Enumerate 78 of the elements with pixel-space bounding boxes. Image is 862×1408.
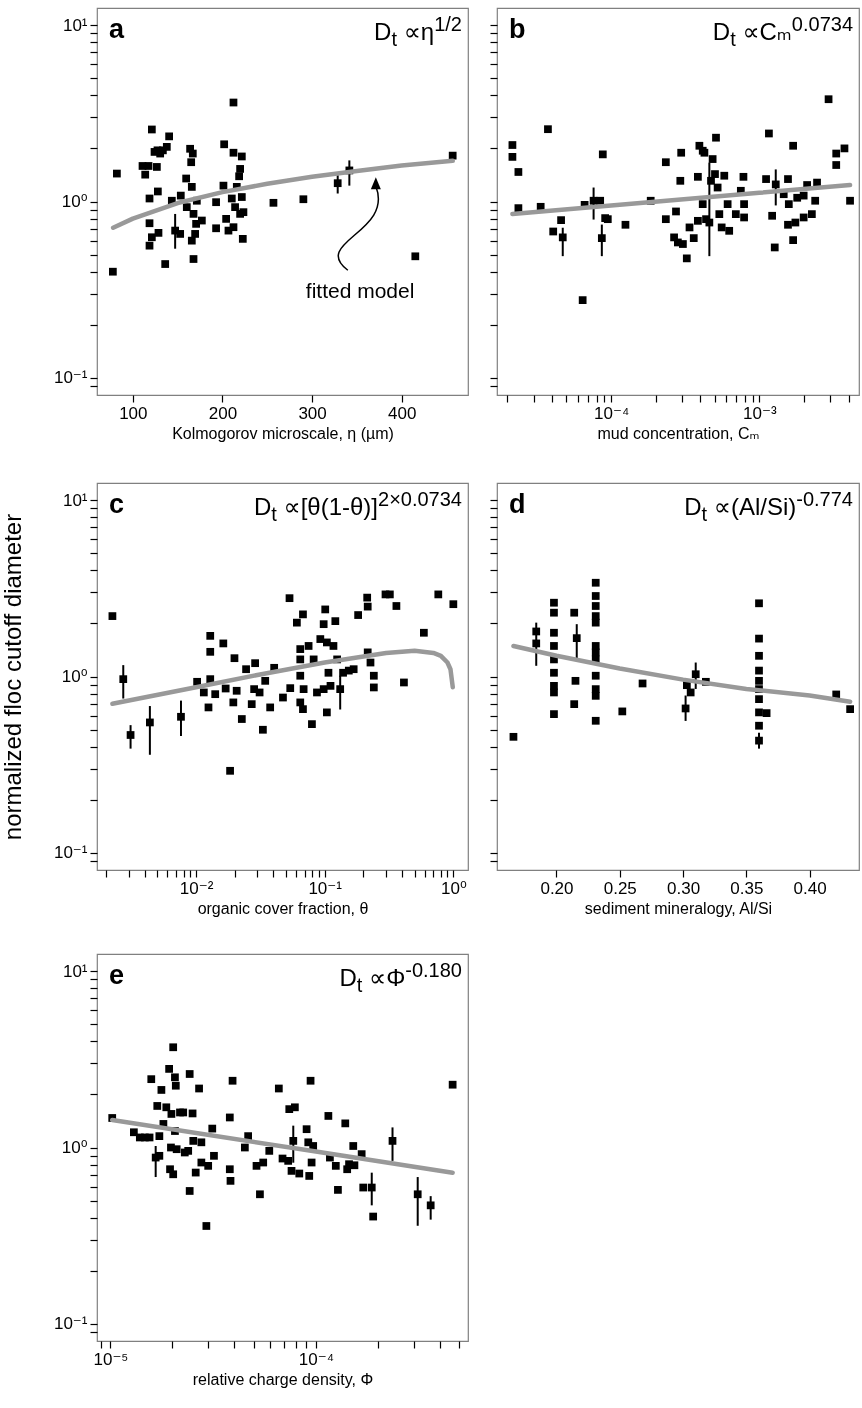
point (686, 688, 695, 697)
annotation: D$_{t}$ ∝Φ$^{-0.180}$ (339, 959, 462, 996)
y-tick-label: 10¹ (62, 961, 88, 981)
point (572, 634, 581, 643)
point (755, 666, 763, 675)
point (755, 676, 763, 685)
point (550, 608, 558, 617)
x-tick-label: 10⁰ (440, 878, 467, 898)
point (570, 608, 579, 617)
y-tick-label: 10⁻¹ (53, 368, 88, 388)
chart-title: e (109, 960, 125, 990)
y-tick-label: 10⁰ (61, 1138, 88, 1157)
annotation: D$_{t}$ ∝η$^{1/2}$ (374, 13, 462, 50)
point (755, 695, 763, 704)
x-axis-title: Kolmogorov microscale, η (µm) (172, 424, 394, 442)
point (591, 648, 600, 657)
point (571, 676, 580, 685)
y-tick-label: 10⁰ (61, 667, 88, 686)
point (691, 670, 700, 679)
x-tick-label: 10⁻⁵ (93, 1349, 129, 1369)
y-tick-label: 10⁻¹ (53, 843, 88, 863)
y-tick-label: 10⁻¹ (53, 1314, 88, 1334)
x-axis-title: relative charge density, Φ (192, 1370, 374, 1388)
point (550, 642, 558, 650)
x-axis-title: organic cover fraction, θ (197, 899, 369, 917)
y-tick-label: 10⁰ (61, 192, 88, 211)
point (550, 668, 558, 677)
point (550, 598, 558, 607)
point (509, 732, 518, 741)
x-tick-label: 300 (298, 403, 327, 423)
annotation: D$_{t}$ ∝Cₘ$^{0.0734}$ (712, 13, 853, 50)
x-tick-label: 10⁻¹ (308, 878, 343, 898)
point (532, 639, 541, 648)
x-tick-label: 100 (119, 403, 148, 423)
point (755, 651, 763, 660)
chart-title: d (509, 489, 526, 519)
point (846, 705, 855, 714)
x-tick-label: 0.35 (730, 878, 764, 898)
y-axis-title: normalized floc cutoff diameter (0, 513, 26, 841)
point (550, 628, 558, 637)
x-axis-title: mud concentration, Cₘ (597, 424, 760, 442)
chart-title: c (109, 489, 125, 519)
point (618, 707, 627, 716)
x-tick-label: 0.30 (667, 878, 701, 898)
point (550, 710, 558, 718)
x-tick-label: 200 (208, 403, 238, 423)
x-tick-label: 10⁻³ (743, 403, 777, 423)
point (591, 716, 600, 725)
chart-title: a (109, 14, 125, 44)
point (591, 691, 600, 700)
annotation: D$_{t}$ ∝(Al/Si)$^{-0.774}$ (684, 488, 853, 525)
point (570, 700, 579, 709)
point (755, 634, 763, 643)
point (550, 688, 558, 697)
y-tick-label: 10¹ (62, 490, 88, 510)
x-tick-label: 10⁻⁴ (594, 403, 630, 423)
point (591, 618, 600, 627)
point (591, 578, 600, 587)
x-tick-label: 10⁻⁴ (298, 1349, 334, 1369)
x-tick-label: 0.40 (793, 878, 827, 898)
chart-title: b (509, 14, 526, 44)
point (591, 602, 600, 610)
point (591, 671, 600, 680)
point (755, 599, 763, 608)
x-tick-label: 0.25 (603, 878, 637, 898)
point (532, 627, 541, 636)
annotation: D$_{t}$ ∝[θ(1-θ)]$^{2×0.0734}$ (253, 488, 462, 525)
x-tick-label: 0.20 (540, 878, 574, 898)
x-tick-label: 10⁻² (179, 878, 214, 898)
point (755, 736, 763, 745)
point (755, 708, 763, 717)
annotation: fitted model (305, 279, 415, 303)
x-axis-title: sediment mineralogy, Al/Si (584, 899, 773, 917)
point (762, 709, 771, 717)
point (591, 592, 600, 600)
point (755, 721, 763, 730)
y-tick-label: 10¹ (62, 15, 88, 35)
x-tick-label: 400 (388, 403, 417, 423)
